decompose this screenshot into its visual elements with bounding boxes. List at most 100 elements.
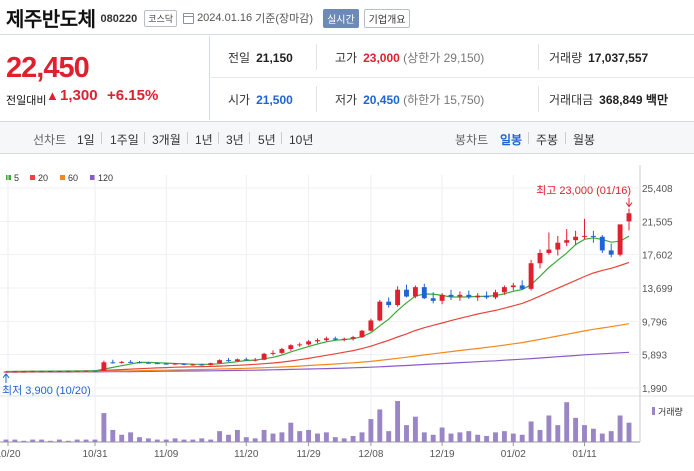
high-label: 고가 (335, 51, 358, 65)
price-change: 1,300 (60, 87, 98, 104)
x-tick-label: 10/31 (82, 449, 107, 460)
tab-daily[interactable]: 일봉 (500, 133, 523, 147)
legend-label-5: 5 (14, 173, 19, 183)
volume-bar (119, 434, 125, 442)
y-tick-label: 25,408 (642, 184, 673, 195)
volume-bar (261, 429, 267, 442)
prev-close-value: 21,150 (256, 51, 293, 65)
candle-body (119, 361, 125, 363)
candle-body (626, 213, 632, 222)
candle-body (21, 371, 27, 373)
tab-divider (187, 132, 188, 144)
candle-body (493, 292, 498, 298)
volume-bar (217, 431, 223, 442)
volume-bar (608, 431, 614, 442)
stock-name: 제주반도체 (6, 8, 96, 31)
volume-bar (39, 439, 45, 442)
x-tick-label: 11/29 (296, 449, 321, 460)
candle-body (217, 360, 223, 364)
volume-bar (83, 439, 89, 442)
volume-bar (582, 425, 587, 442)
candle-body (3, 371, 9, 373)
volume-bar (537, 429, 543, 442)
volume-bar (65, 440, 71, 442)
candle-body (297, 344, 303, 346)
volume-bar (439, 427, 445, 442)
candle-body (386, 301, 392, 306)
candle-body (323, 338, 329, 341)
volume-label: 거래량 (658, 406, 683, 417)
candle-body (332, 338, 338, 340)
candle-body (599, 236, 605, 251)
ma20-line (5, 261, 630, 373)
market-badge: 코스닥 (144, 9, 178, 27)
volume-bar (243, 437, 249, 442)
candle-body (341, 338, 347, 340)
tab-weekly[interactable]: 주봉 (536, 133, 559, 147)
candle-body (404, 289, 409, 297)
tab-1d[interactable]: 1일 (77, 133, 95, 147)
volume-bar (154, 439, 160, 442)
up-arrow-icon: ▲ (46, 88, 59, 103)
price-panel: 22,450 전일대비 ▲ 1,300 +6.15% (0, 36, 210, 120)
company-info-button[interactable]: 기업개요 (363, 8, 411, 28)
tab-10y[interactable]: 10년 (289, 133, 314, 147)
candle-body (617, 224, 623, 255)
tab-5y[interactable]: 5년 (258, 133, 276, 147)
divider (316, 86, 317, 112)
candle-chart-header: 봉차트 (455, 133, 489, 147)
volume-bar (475, 434, 481, 442)
prev-close-label: 전일 (228, 51, 251, 65)
volume-bar (323, 432, 329, 442)
tab-monthly[interactable]: 월봉 (573, 133, 596, 147)
candle-body (350, 337, 356, 339)
tab-3y[interactable]: 3년 (226, 133, 244, 147)
candle-body (56, 371, 62, 373)
tab-divider (528, 132, 529, 144)
calendar-icon (183, 12, 195, 24)
volume-bar (297, 431, 303, 442)
stats-row-1: 전일 21,150 고가 23,000 (상한가 29,150) 거래량 17,037… (211, 36, 694, 78)
realtime-button[interactable]: 실시간 (323, 8, 359, 28)
candle-body (234, 359, 240, 362)
volume-value: 17,037,557 (588, 51, 649, 65)
price-change-pct: +6.15% (107, 87, 159, 104)
volume-bar (448, 433, 454, 442)
prev-close: 전일 21,150 (228, 49, 293, 66)
high-value: 23,000 (363, 51, 400, 65)
candle-body (30, 371, 36, 373)
volume-bar (350, 435, 356, 442)
x-tick-label: 01/02 (501, 449, 526, 460)
candle-body (510, 285, 516, 288)
volume-bar (172, 438, 178, 442)
high-arrow-head (625, 202, 633, 208)
y-tick-label: 5,893 (642, 351, 667, 362)
volume-bar (137, 437, 142, 442)
volume-bar (493, 432, 498, 442)
volume-label: 거래량 (549, 51, 583, 65)
low-arrow-head (2, 373, 10, 379)
candle-body (430, 298, 436, 301)
candle-body (368, 320, 374, 331)
candle-body (537, 252, 543, 264)
volume-bar (501, 431, 507, 442)
tab-3m[interactable]: 3개월 (152, 133, 181, 147)
tab-1y[interactable]: 1년 (195, 133, 213, 147)
y-tick-label: 13,699 (642, 284, 673, 295)
y-tick-label: 17,602 (642, 251, 673, 262)
candle-body (252, 359, 258, 361)
low-annotation: 최저 3,900 (10/20) (2, 384, 91, 397)
candle-body (590, 235, 596, 237)
candle-body (288, 345, 294, 350)
volume-bar (466, 431, 472, 442)
candlestick-chart[interactable]: 5 20 60 120 10/20 10/31 11/09 11/20 11/29 12/08 12… (0, 155, 694, 471)
divider (316, 44, 317, 70)
low-price: 저가 20,450 (하한가 15,750) (335, 91, 484, 108)
volume: 거래량 17,037,557 (549, 49, 648, 66)
candle-body (261, 353, 267, 360)
tab-divider (218, 132, 219, 144)
amount-label: 거래대금 (549, 93, 594, 107)
candle-body (377, 301, 383, 321)
tab-1w[interactable]: 1주일 (110, 133, 139, 147)
candle-body (457, 294, 463, 297)
